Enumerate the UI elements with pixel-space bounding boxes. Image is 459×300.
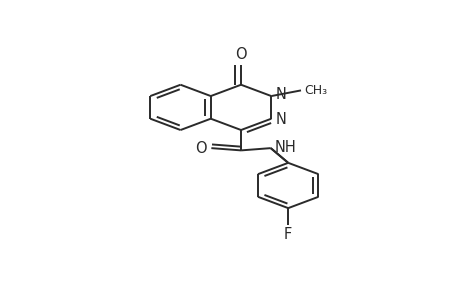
Text: CH₃: CH₃ xyxy=(303,84,326,97)
Text: F: F xyxy=(284,227,292,242)
Text: N: N xyxy=(275,112,286,128)
Text: N: N xyxy=(275,87,286,102)
Text: O: O xyxy=(235,47,246,62)
Text: NH: NH xyxy=(274,140,296,155)
Text: O: O xyxy=(195,141,207,156)
